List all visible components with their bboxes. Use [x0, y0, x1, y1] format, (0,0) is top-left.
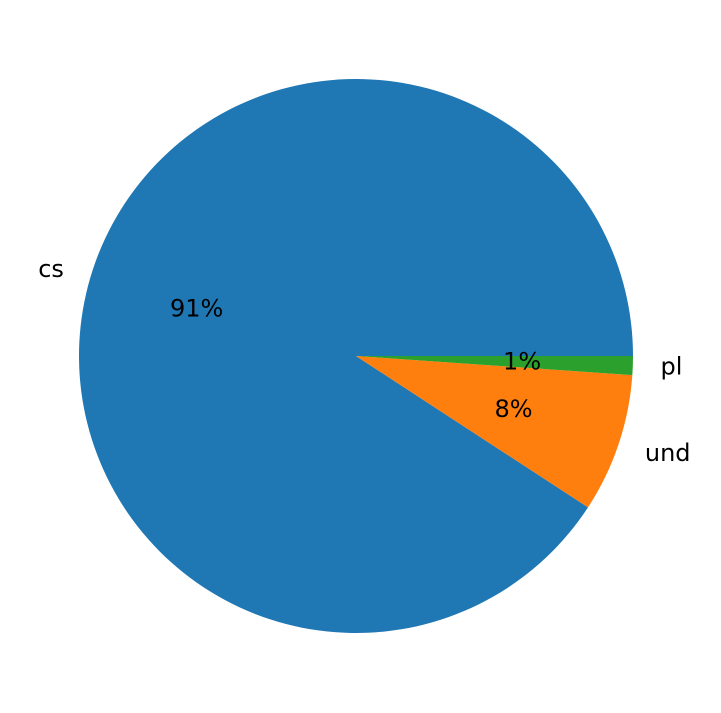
percent-label-und: 8% — [495, 395, 533, 423]
percent-label-cs: 91% — [170, 295, 223, 323]
pie-slice-pl — [356, 356, 633, 376]
slice-label-und: und — [645, 439, 691, 467]
slice-label-pl: pl — [661, 353, 683, 381]
pie-slice-und — [356, 356, 633, 508]
slice-label-cs: cs — [38, 255, 64, 283]
percent-label-pl: 1% — [503, 348, 541, 376]
pie-slice-cs — [78, 78, 634, 633]
